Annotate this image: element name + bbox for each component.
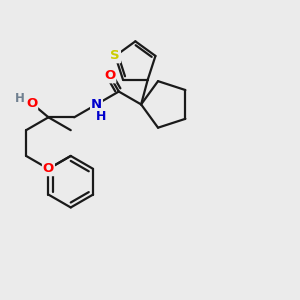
Text: O: O bbox=[43, 162, 54, 175]
Text: H: H bbox=[96, 110, 106, 123]
Text: S: S bbox=[110, 50, 120, 62]
Text: N: N bbox=[91, 98, 102, 111]
Text: O: O bbox=[26, 97, 37, 110]
Text: H: H bbox=[15, 92, 25, 105]
Text: O: O bbox=[104, 69, 116, 82]
